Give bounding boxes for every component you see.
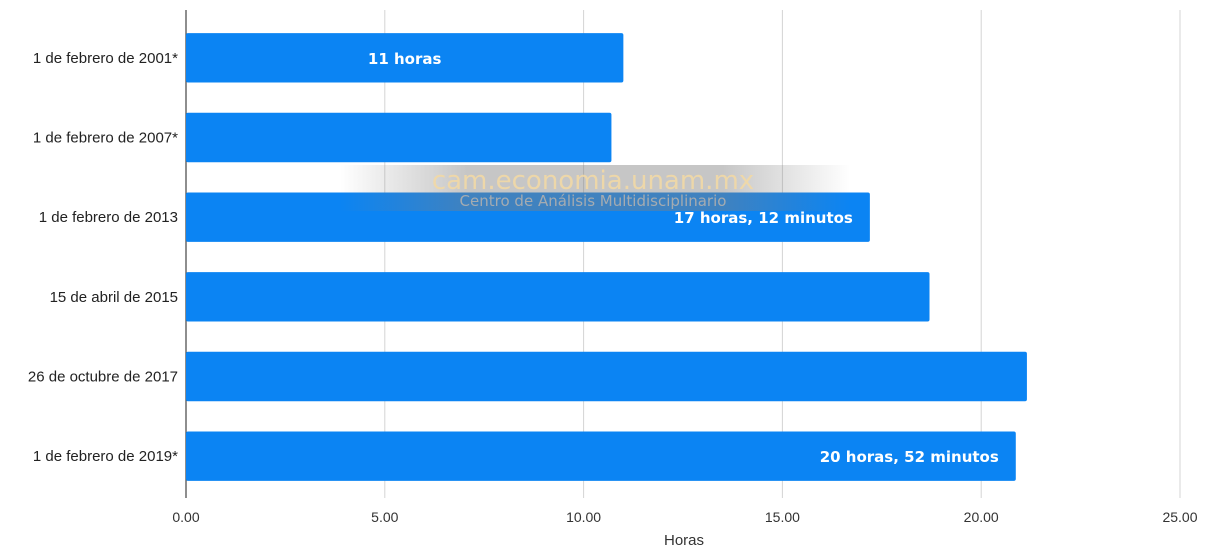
- x-tick-label: 10.00: [566, 509, 601, 525]
- bars-group: [186, 33, 1027, 481]
- category-label: 1 de febrero de 2019*: [33, 448, 178, 465]
- x-tick-label: 15.00: [765, 509, 800, 525]
- category-label: 1 de febrero de 2001*: [33, 50, 178, 67]
- watermark-sub-text: Centro de Análisis Multidisciplinario: [460, 192, 727, 210]
- x-tick-label: 20.00: [964, 509, 999, 525]
- x-axis-title: Horas: [664, 532, 704, 548]
- category-label: 26 de octubre de 2017: [28, 369, 178, 386]
- x-tick-label: 5.00: [371, 509, 398, 525]
- data-label: 20 horas, 52 minutos: [820, 448, 999, 466]
- x-tick-labels-group: 0.00 5.00 10.00 15.00 20.00 25.00: [172, 509, 1197, 525]
- watermark-band: [340, 165, 850, 211]
- bar: [186, 351, 1027, 402]
- bar: [186, 431, 1016, 481]
- bar: [186, 112, 612, 163]
- bar: [186, 33, 624, 83]
- data-label: 17 horas, 12 minutos: [674, 209, 853, 227]
- data-label: 11 horas: [368, 50, 442, 68]
- category-label: 1 de febrero de 2007*: [33, 130, 178, 147]
- watermark-main-text: cam.economia.unam.mx: [432, 166, 754, 196]
- x-tick-label: 25.00: [1162, 509, 1197, 525]
- watermark: cam.economia.unam.mx Centro de Análisis …: [340, 165, 850, 211]
- category-label: 15 de abril de 2015: [50, 289, 178, 306]
- category-label: 1 de febrero de 2013: [39, 209, 178, 226]
- gridlines: [185, 10, 1181, 498]
- category-labels-group: 1 de febrero de 2001* 1 de febrero de 200…: [28, 50, 178, 465]
- bar: [186, 272, 930, 322]
- data-labels-group: 11 horas 17 horas, 12 minutos 20 horas, 52…: [368, 50, 999, 466]
- x-tick-label: 0.00: [172, 509, 199, 525]
